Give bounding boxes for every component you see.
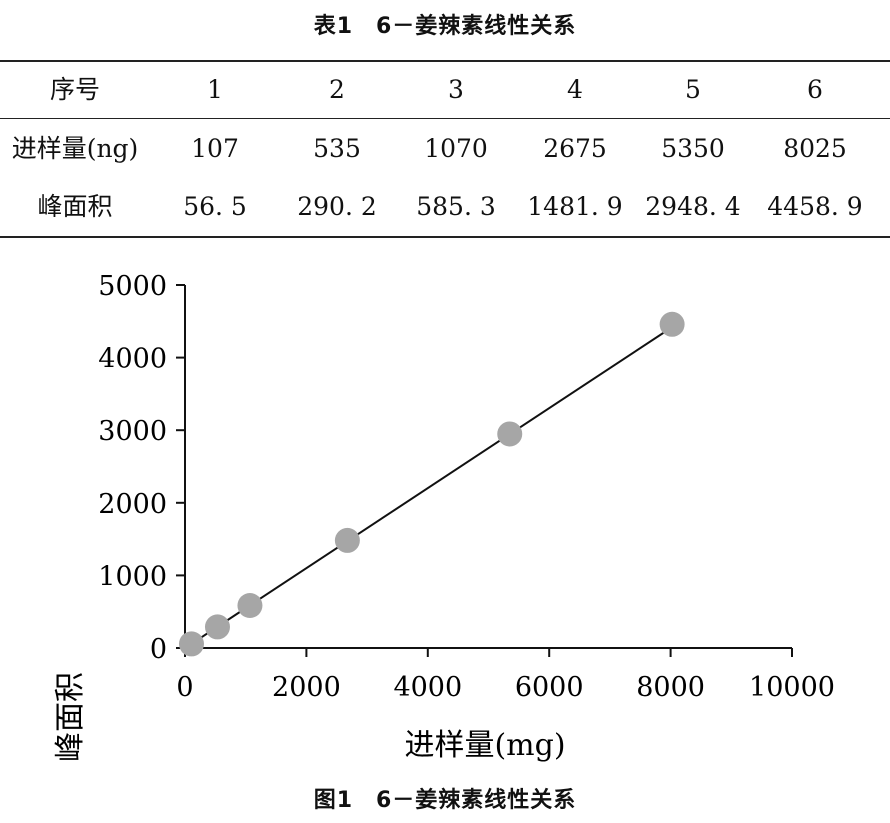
column-header: 5 (685, 75, 701, 104)
table-cell: 2948. 4 (645, 192, 741, 221)
table-cell: 290. 2 (297, 192, 377, 221)
table-row: 进样量(ng) 107 535 1070 2675 5350 8025 (0, 120, 890, 178)
trendline (190, 326, 673, 645)
figure-caption: 图1 6－姜辣素线性关系 (313, 788, 577, 813)
x-tick-label: 4000 (393, 672, 462, 703)
column-header: 3 (448, 75, 464, 104)
chart-axes: 0 2000 4000 6000 8000 10000 0 1000 2000 3000 4000 5… (98, 271, 835, 703)
table-title: 表1 6－姜辣素线性关系 (313, 14, 577, 39)
y-tick-label: 1000 (98, 561, 167, 592)
column-header: 4 (567, 75, 583, 104)
table-cell: 2675 (543, 134, 607, 163)
table-row: 峰面积 56. 5 290. 2 585. 3 1481. 9 2948. 4 … (0, 178, 890, 236)
data-points (178, 311, 685, 657)
data-point (178, 631, 204, 657)
table-bottom-rule (0, 236, 890, 238)
x-axis-label: 进样量(mg) (404, 728, 565, 763)
y-tick-label: 3000 (98, 416, 167, 447)
row-header-label: 序号 (49, 75, 100, 104)
table-cell: 1070 (424, 134, 488, 163)
table-cell: 1481. 9 (527, 192, 623, 221)
y-tick-label: 5000 (98, 271, 167, 302)
data-point (659, 311, 685, 337)
y-tick-label: 4000 (98, 344, 167, 375)
data-point (237, 593, 263, 619)
x-tick-label: 8000 (636, 672, 705, 703)
scatter-chart: 0 2000 4000 6000 8000 10000 0 1000 2000 3000 4000 5… (53, 271, 835, 763)
table-cell: 4458. 9 (767, 192, 863, 221)
table-cell: 8025 (783, 134, 847, 163)
data-point (204, 614, 230, 640)
row-label-peak-area: 峰面积 (37, 192, 113, 221)
column-header: 2 (329, 75, 345, 104)
x-tick-label: 10000 (749, 672, 835, 703)
data-point (497, 421, 523, 447)
row-label-injection: 进样量(ng) (11, 134, 139, 163)
x-tick-label: 2000 (272, 672, 341, 703)
table-header-rule (0, 118, 890, 119)
table-top-rule (0, 60, 890, 62)
column-header: 6 (807, 75, 823, 104)
x-tick-label: 6000 (515, 672, 584, 703)
trendline-group (190, 326, 673, 645)
x-tick-label: 0 (176, 672, 193, 703)
table-cell: 585. 3 (416, 192, 496, 221)
y-tick-label: 2000 (98, 489, 167, 520)
table-cell: 535 (313, 134, 361, 163)
column-header: 1 (207, 75, 223, 104)
table-cell: 56. 5 (183, 192, 247, 221)
table-cell: 107 (191, 134, 239, 163)
table-header-row: 序号 1 2 3 4 5 6 (0, 61, 890, 119)
y-axis-label: 峰面积 (53, 672, 88, 762)
table-cell: 5350 (661, 134, 725, 163)
y-tick-label: 0 (150, 634, 167, 665)
data-point (334, 527, 360, 553)
